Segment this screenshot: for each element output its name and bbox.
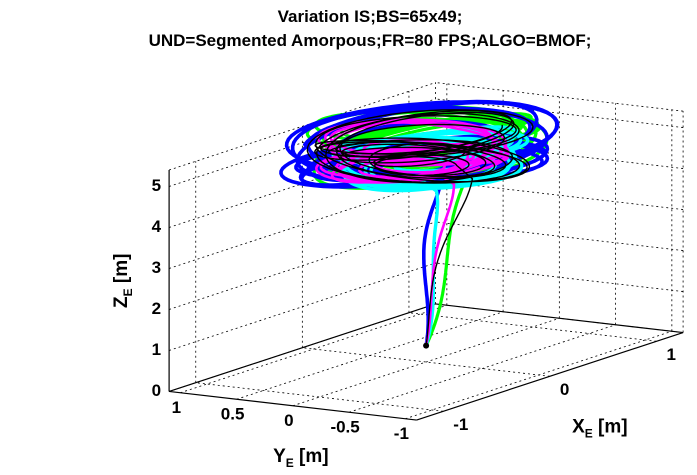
z-tick-label: 0	[152, 381, 161, 400]
y-tick-label: 0	[284, 411, 293, 430]
grid-line	[435, 180, 684, 210]
grid-line	[292, 317, 560, 407]
grid-line	[168, 82, 436, 171]
grid-line	[435, 98, 684, 128]
grid-line	[435, 221, 684, 251]
y-tick-label: -0.5	[330, 418, 359, 437]
grid-line	[435, 262, 684, 292]
grid-line	[195, 382, 444, 412]
plot-area	[279, 99, 560, 349]
grid-line	[405, 330, 672, 420]
z-tick-label: 3	[152, 258, 161, 277]
trajectory-series-5	[306, 109, 534, 347]
grid-line	[348, 324, 616, 413]
grid-line	[168, 262, 436, 351]
y-tick-label: -1	[394, 424, 409, 443]
grid-line	[180, 304, 447, 394]
axis-edge	[168, 303, 436, 393]
x-tick-label: -1	[453, 415, 468, 434]
axis-edge	[169, 390, 417, 421]
z-tick-label: 4	[152, 217, 162, 236]
grid-line	[435, 82, 684, 112]
axis-edge	[416, 331, 684, 421]
y-axis-label: YE [m]	[273, 446, 329, 470]
chart-title-line-2: UND=Segmented Amorpous;FR=80 FPS;ALGO=BM…	[149, 31, 592, 50]
chart-title-line-1: Variation IS;BS=65x49;	[278, 7, 463, 26]
axis-edge	[435, 303, 684, 334]
z-tick-label: 1	[152, 340, 161, 359]
z-tick-label: 5	[152, 176, 161, 195]
axis-labels: ZE [m] YE [m] XE [m]	[111, 254, 628, 470]
start-point-marker	[423, 342, 430, 349]
grid-line	[168, 221, 436, 310]
x-tick-label: 0	[560, 380, 569, 399]
grid-line	[168, 180, 436, 269]
x-tick-label: 1	[666, 345, 675, 364]
axes-box	[168, 170, 684, 421]
x-axis-label: XE [m]	[572, 416, 628, 440]
grid-line	[302, 347, 550, 377]
grid-line	[408, 312, 657, 342]
y-tick-label: 0.5	[221, 405, 245, 424]
grid-line	[435, 139, 684, 169]
y-tick-label: 1	[172, 398, 181, 417]
grid-line	[236, 311, 504, 400]
chart-title: Variation IS;BS=65x49; UND=Segmented Amo…	[149, 7, 592, 50]
z-tick-label: 2	[152, 299, 161, 318]
grid-line	[168, 98, 436, 187]
z-axis-label: ZE [m]	[111, 254, 135, 308]
